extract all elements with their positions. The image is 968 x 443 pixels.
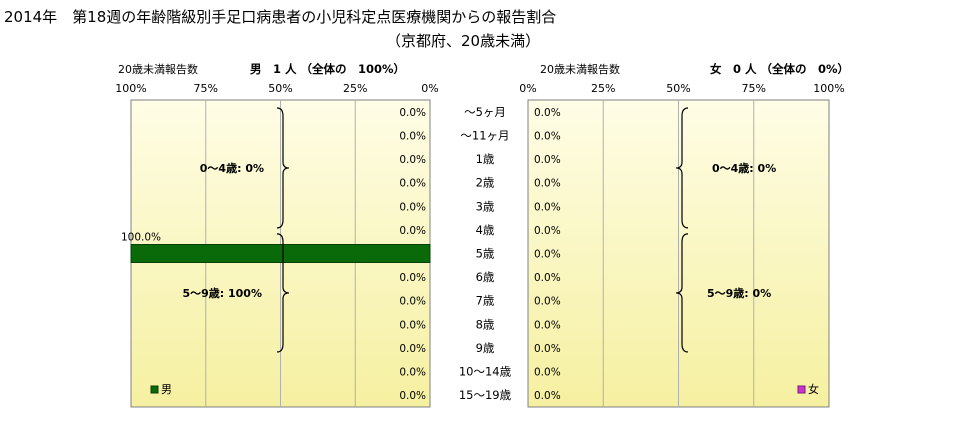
female-legend-swatch	[797, 385, 806, 394]
female-data-label: 0.0%	[534, 225, 561, 237]
male-group-brace	[276, 233, 290, 353]
age-label: 〜11ヶ月	[460, 128, 509, 142]
male-data-label: 0.0%	[399, 272, 426, 284]
male-group-label: 5〜9歳: 100%	[182, 286, 262, 300]
female-tick-label: 100%	[813, 82, 844, 95]
chart-subtitle: （京都府、20歳未満）	[386, 32, 540, 50]
female-plot-area: 0.0% 0.0% 0.0% 0.0% 0.0% 0.0% 0.0% 0.0% 0.0% 0.0%…	[527, 99, 830, 408]
male-data-label: 0.0%	[399, 107, 426, 119]
male-group-label: 0〜4歳: 0%	[200, 161, 264, 175]
female-data-label: 0.0%	[534, 201, 561, 213]
age-label: 15〜19歳	[459, 388, 512, 402]
male-group-brace	[276, 107, 290, 229]
female-data-label: 0.0%	[534, 367, 561, 379]
female-group-brace	[675, 107, 689, 229]
male-tick-label: 50%	[268, 82, 292, 95]
male-bar	[130, 244, 431, 263]
female-tick-label: 75%	[742, 82, 766, 95]
female-tick-label: 25%	[591, 82, 615, 95]
age-axis: 〜5ヶ月〜11ヶ月 1歳 2歳 3歳 4歳 5歳 6歳 7歳 8歳 9歳 10〜14歳 15〜19歳	[459, 105, 512, 402]
male-data-label: 0.0%	[399, 367, 426, 379]
chart-title: 2014年 第18週の年齢階級別手足口病患者の小児科定点医療機関からの報告割合	[4, 8, 556, 26]
female-data-label: 0.0%	[534, 296, 561, 308]
male-legend-label: 男	[161, 383, 172, 396]
age-label: 7歳	[476, 294, 495, 308]
female-header-left: 20歳未満報告数	[540, 63, 620, 76]
male-data-label: 0.0%	[399, 319, 426, 331]
male-data-label: 0.0%	[399, 343, 426, 355]
female-data-label: 0.0%	[534, 249, 561, 261]
age-label: 9歳	[476, 341, 495, 355]
male-header-right: 男 1 人 （全体の 100%）	[250, 62, 405, 76]
female-data-label: 0.0%	[534, 390, 561, 402]
female-tick-label: 50%	[666, 82, 690, 95]
male-tick-label: 75%	[194, 82, 218, 95]
age-label: 1歳	[476, 152, 495, 166]
male-data-label: 100.0%	[121, 232, 161, 244]
male-data-label: 0.0%	[399, 225, 426, 237]
female-data-label: 0.0%	[534, 343, 561, 355]
male-data-label: 0.0%	[399, 296, 426, 308]
male-header-left: 20歳未満報告数	[118, 63, 198, 76]
male-tick-label: 25%	[343, 82, 367, 95]
age-label: 10〜14歳	[459, 365, 512, 379]
age-label: 〜5ヶ月	[464, 105, 506, 119]
female-data-label: 0.0%	[534, 319, 561, 331]
male-data-label: 0.0%	[399, 201, 426, 213]
male-data-label: 0.0%	[399, 178, 426, 190]
male-legend-swatch	[150, 385, 159, 394]
age-label: 6歳	[476, 270, 495, 284]
male-tick-label: 100%	[115, 82, 146, 95]
female-group-label: 0〜4歳: 0%	[712, 161, 776, 175]
female-group-brace	[675, 233, 689, 353]
female-group-label: 5〜9歳: 0%	[707, 286, 771, 300]
male-data-label: 0.0%	[399, 390, 426, 402]
age-label: 3歳	[476, 199, 495, 213]
male-plot-area: 0.0% 0.0% 0.0% 0.0% 0.0% 0.0% 100.0% 0.0% 0.0% 0.…	[121, 99, 431, 408]
female-data-label: 0.0%	[534, 107, 561, 119]
male-data-label: 0.0%	[399, 130, 426, 142]
female-tick-label: 0%	[519, 82, 536, 95]
female-header-right: 女 0 人 （全体の 0%）	[710, 62, 849, 76]
female-data-label: 0.0%	[534, 130, 561, 142]
male-tick-label: 0%	[421, 82, 438, 95]
female-data-label: 0.0%	[534, 272, 561, 284]
male-data-label: 0.0%	[399, 154, 426, 166]
female-data-label: 0.0%	[534, 154, 561, 166]
age-label: 5歳	[476, 247, 495, 261]
female-legend-label: 女	[808, 382, 819, 396]
age-label: 2歳	[476, 176, 495, 190]
age-label: 8歳	[476, 317, 495, 331]
female-data-label: 0.0%	[534, 178, 561, 190]
age-label: 4歳	[476, 223, 495, 237]
